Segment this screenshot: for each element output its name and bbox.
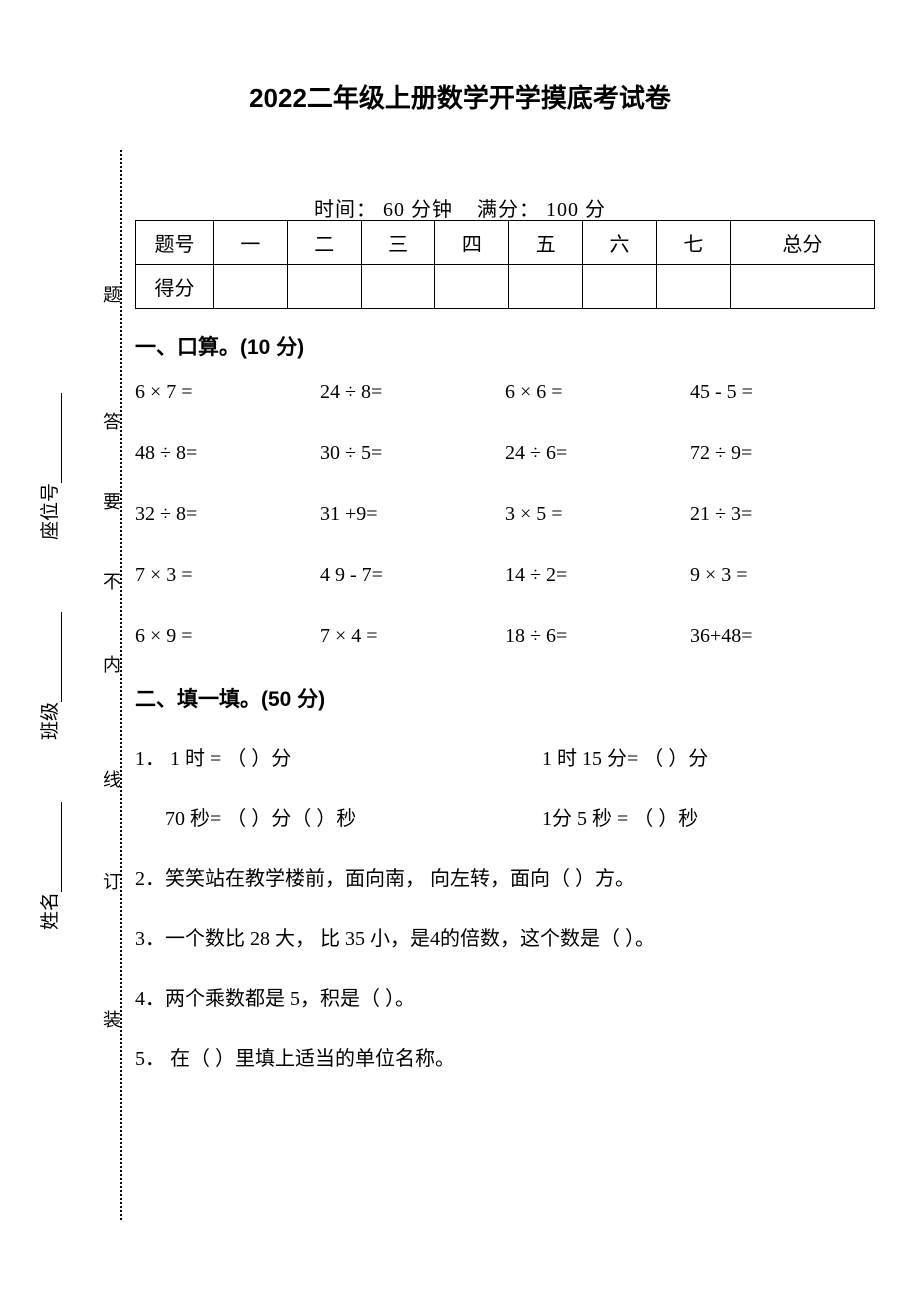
col-header: 七 xyxy=(656,221,730,265)
score-table: 题号 一 二 三 四 五 六 七 总分 得分 xyxy=(135,220,875,309)
class-text: 班级 xyxy=(40,702,61,740)
question-4: 4．两个乘数都是 5，积是（ ）。 xyxy=(135,973,875,1025)
calc-item: 36+48= xyxy=(690,625,875,648)
q1a: 1． 1 时 = （ ）分 xyxy=(135,733,542,785)
question-2: 2．笑笑站在教学楼前，面向南， 向左转，面向（ ）方。 xyxy=(135,853,875,905)
calc-item: 7 × 3 = xyxy=(135,564,320,587)
seat-blank[interactable] xyxy=(61,393,62,483)
score-cell[interactable] xyxy=(214,265,288,309)
time-value: 60 分钟 xyxy=(383,199,453,221)
question-5: 5． 在（ ）里填上适当的单位名称。 xyxy=(135,1033,875,1085)
calculation-grid: 6 × 7 = 24 ÷ 8= 6 × 6 = 45 - 5 = 48 ÷ 8=… xyxy=(135,381,875,648)
exam-info: 时间： 60 分钟 满分： 100 分 xyxy=(0,193,920,222)
calc-item: 48 ÷ 8= xyxy=(135,442,320,465)
binding-char: 要 xyxy=(98,492,124,538)
col-header: 六 xyxy=(583,221,657,265)
calc-item: 3 × 5 = xyxy=(505,503,690,526)
binding-char: 装 xyxy=(98,1010,124,1056)
name-text: 姓名 xyxy=(40,892,61,930)
class-blank[interactable] xyxy=(61,612,62,702)
binding-char: 内 xyxy=(98,655,124,701)
score-cell[interactable] xyxy=(730,265,874,309)
calc-item: 14 ÷ 2= xyxy=(505,564,690,587)
col-header: 二 xyxy=(287,221,361,265)
full-score-label: 满分： xyxy=(477,199,540,221)
calc-item: 24 ÷ 6= xyxy=(505,442,690,465)
col-header: 三 xyxy=(361,221,435,265)
score-cell[interactable] xyxy=(435,265,509,309)
calc-item: 6 × 7 = xyxy=(135,381,320,404)
calc-item: 21 ÷ 3= xyxy=(690,503,875,526)
col-header: 四 xyxy=(435,221,509,265)
calc-item: 4 9 - 7= xyxy=(320,564,505,587)
section-2-title: 二、填一填。(50 分) xyxy=(135,683,875,713)
score-cell[interactable] xyxy=(583,265,657,309)
name-label: 姓名 xyxy=(35,802,62,930)
row-label: 题号 xyxy=(136,221,214,265)
q1d: 1分 5 秒 = （ ）秒 xyxy=(542,793,875,845)
calc-item: 7 × 4 = xyxy=(320,625,505,648)
score-cell[interactable] xyxy=(509,265,583,309)
exam-title: 2022二年级上册数学开学摸底考试卷 xyxy=(0,0,920,115)
score-cell[interactable] xyxy=(287,265,361,309)
calc-item: 31 +9= xyxy=(320,503,505,526)
col-header: 五 xyxy=(509,221,583,265)
question-1-row2: 70 秒= （ ）分（ ）秒 1分 5 秒 = （ ）秒 xyxy=(135,793,875,845)
calc-item: 9 × 3 = xyxy=(690,564,875,587)
binding-char: 答 xyxy=(98,412,124,458)
calc-item: 45 - 5 = xyxy=(690,381,875,404)
fill-questions: 1． 1 时 = （ ）分 1 时 15 分= （ ）分 70 秒= （ ）分（… xyxy=(135,733,875,1085)
table-row: 得分 xyxy=(136,265,875,309)
time-label: 时间： xyxy=(314,199,377,221)
table-row: 题号 一 二 三 四 五 六 七 总分 xyxy=(136,221,875,265)
question-3: 3．一个数比 28 大， 比 35 小，是4的倍数，这个数是（ ）。 xyxy=(135,913,875,965)
question-1-row1: 1． 1 时 = （ ）分 1 时 15 分= （ ）分 xyxy=(135,733,875,785)
binding-char: 题 xyxy=(98,285,124,331)
q1b: 1 时 15 分= （ ）分 xyxy=(542,733,875,785)
calc-item: 72 ÷ 9= xyxy=(690,442,875,465)
calc-item: 30 ÷ 5= xyxy=(320,442,505,465)
content-area: 题号 一 二 三 四 五 六 七 总分 得分 一、口算。(10 分) 6 × 7… xyxy=(135,220,875,1093)
col-header: 总分 xyxy=(730,221,874,265)
seat-text: 座位号 xyxy=(40,483,61,540)
calc-item: 32 ÷ 8= xyxy=(135,503,320,526)
q1c: 70 秒= （ ）分（ ）秒 xyxy=(135,793,542,845)
section-1-title: 一、口算。(10 分) xyxy=(135,331,875,361)
calc-item: 18 ÷ 6= xyxy=(505,625,690,648)
col-header: 一 xyxy=(214,221,288,265)
class-label: 班级 xyxy=(35,612,62,740)
full-score-value: 100 分 xyxy=(546,199,606,221)
calc-item: 24 ÷ 8= xyxy=(320,381,505,404)
calc-item: 6 × 9 = xyxy=(135,625,320,648)
row-label: 得分 xyxy=(136,265,214,309)
binding-char: 线 xyxy=(98,770,124,816)
score-cell[interactable] xyxy=(361,265,435,309)
score-cell[interactable] xyxy=(656,265,730,309)
binding-char: 订 xyxy=(98,872,124,918)
calc-item: 6 × 6 = xyxy=(505,381,690,404)
binding-char: 不 xyxy=(98,572,124,618)
name-blank[interactable] xyxy=(61,802,62,892)
seat-number-label: 座位号 xyxy=(35,393,62,540)
